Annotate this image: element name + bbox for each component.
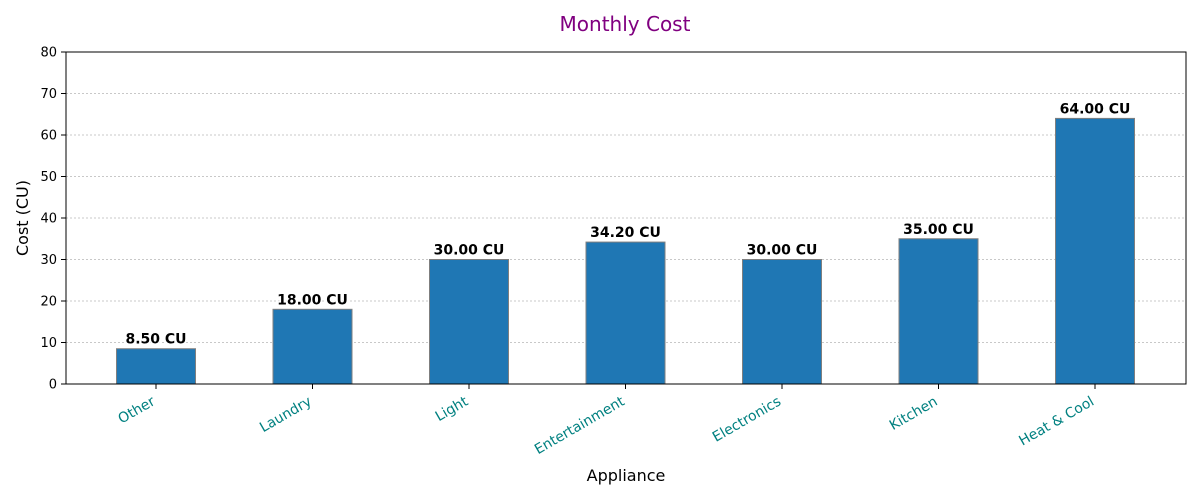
y-tick-label: 70: [40, 87, 57, 102]
bar: [429, 259, 509, 385]
bars: [116, 117, 1135, 385]
y-tick-label: 40: [40, 212, 57, 227]
y-tick-label: 60: [40, 129, 57, 144]
y-tick-label: 0: [49, 378, 57, 393]
y-tick-label: 10: [40, 336, 57, 351]
data-labels: 8.50 CU 18.00 CU 30.00 CU 34.20 CU 30.00 CU 3…: [124, 100, 1132, 349]
x-tick-label: Entertainment: [532, 393, 628, 458]
bar: [116, 348, 196, 385]
data-label: 35.00 CU: [903, 222, 974, 238]
x-tick-label: Kitchen: [887, 394, 941, 434]
x-axis: Other Laundry Light Entertainment Electronic…: [116, 384, 1097, 458]
data-label: 64.00 CU: [1060, 101, 1131, 117]
bar: [898, 238, 979, 385]
y-axis: 0 10 20 30 40 50 60 70 80: [40, 46, 66, 393]
chart-title: Monthly Cost: [560, 12, 691, 36]
x-tick-label: Heat & Cool: [1016, 394, 1097, 450]
data-label: 30.00 CU: [434, 243, 505, 259]
data-label: 34.20 CU: [590, 225, 661, 241]
data-label: 8.50 CU: [125, 332, 186, 348]
data-label: 18.00 CU: [277, 292, 348, 308]
x-axis-title: Appliance: [587, 466, 666, 485]
y-tick-label: 50: [40, 170, 57, 185]
bar: [1055, 117, 1135, 385]
y-axis-title: Cost (CU): [13, 180, 32, 256]
data-label: 30.00 CU: [747, 243, 818, 259]
bar: [742, 259, 822, 385]
x-tick-label: Light: [433, 393, 472, 425]
x-tick-label: Laundry: [257, 394, 314, 436]
y-tick-label: 80: [40, 46, 57, 61]
bar: [585, 241, 666, 385]
y-tick-label: 20: [40, 295, 57, 310]
x-tick-label: Other: [116, 393, 159, 427]
bar: [272, 308, 353, 385]
x-tick-label: Electronics: [710, 394, 784, 446]
y-tick-label: 30: [40, 253, 57, 268]
